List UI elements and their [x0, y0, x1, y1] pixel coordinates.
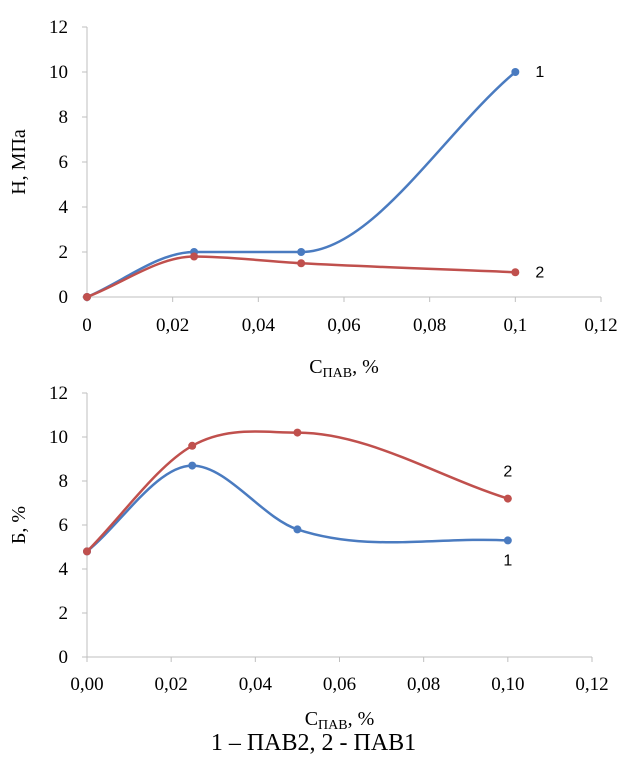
figure-caption: 1 – ПАВ2, 2 - ПАВ1: [210, 730, 417, 756]
x-tick-label: 0,08: [407, 674, 440, 695]
x-tick-label: 0,10: [491, 674, 524, 695]
series-1-point: [293, 525, 302, 534]
series-2-point: [83, 293, 91, 301]
series-2-line: [86, 255, 516, 299]
y-tick-label: 8: [59, 471, 69, 492]
x-axis-title-subscript: ПАВ: [318, 718, 348, 733]
x-axis-title-unit: , %: [352, 356, 379, 378]
y-axis-title: Н, МПа: [8, 129, 30, 195]
x-axis-title: СПАВ, %: [309, 356, 379, 381]
x-tick-label: 0,02: [155, 674, 188, 695]
y-tick-label: 10: [49, 62, 68, 83]
x-tick-label: 0,02: [156, 315, 189, 336]
x-tick-label: 0,12: [584, 315, 617, 336]
x-tick-label: 0,06: [327, 315, 360, 336]
y-tick-label: 10: [49, 427, 68, 448]
y-tick-label: 4: [59, 197, 69, 218]
series-2-point: [293, 428, 302, 437]
x-axis-title-main: С: [305, 708, 318, 730]
series-2-point: [297, 259, 306, 268]
x-tick-label: 0,06: [323, 674, 356, 695]
series-1-line: [86, 71, 517, 299]
series-1-point: [503, 536, 512, 545]
y-tick-label: 2: [59, 242, 69, 263]
x-tick-label: 0,00: [70, 674, 103, 695]
y-tick-label: 2: [59, 603, 69, 624]
y-tick-label: 12: [49, 383, 68, 404]
y-tick-label: 6: [59, 152, 69, 173]
series-1-point: [188, 461, 197, 470]
series-1-label: 1: [535, 64, 544, 81]
x-tick-label: 0,1: [503, 315, 527, 336]
series-2-point: [188, 441, 197, 450]
series-2-label: 2: [503, 464, 512, 481]
y-tick-label: 8: [59, 107, 69, 128]
series-2-point: [511, 268, 520, 277]
y-axis-title: Б, %: [8, 506, 30, 544]
series-1-point: [511, 68, 520, 76]
x-axis-title: СПАВ, %: [305, 708, 375, 733]
series-2-point: [83, 547, 91, 556]
y-tick-label: 0: [59, 287, 69, 308]
series-1-label: 1: [503, 552, 512, 569]
x-tick-label: 0,04: [239, 674, 273, 695]
x-tick-label: 0,12: [575, 674, 608, 695]
series-1-point: [297, 248, 306, 256]
x-axis-title-main: С: [309, 356, 322, 378]
series-2-point: [503, 494, 512, 503]
x-tick-label: 0: [82, 315, 92, 336]
x-axis-title-subscript: ПАВ: [323, 366, 353, 381]
x-tick-label: 0,04: [242, 315, 276, 336]
y-tick-label: 12: [49, 17, 68, 38]
y-tick-label: 4: [59, 559, 69, 580]
x-tick-label: 0,08: [413, 315, 446, 336]
series-2-label: 2: [535, 264, 544, 281]
y-tick-label: 6: [59, 515, 69, 536]
y-tick-label: 0: [59, 647, 69, 668]
series-2-line: [86, 430, 509, 553]
series-2-point: [190, 252, 199, 261]
x-axis-title-unit: , %: [348, 708, 375, 730]
series-1-line: [86, 464, 508, 553]
